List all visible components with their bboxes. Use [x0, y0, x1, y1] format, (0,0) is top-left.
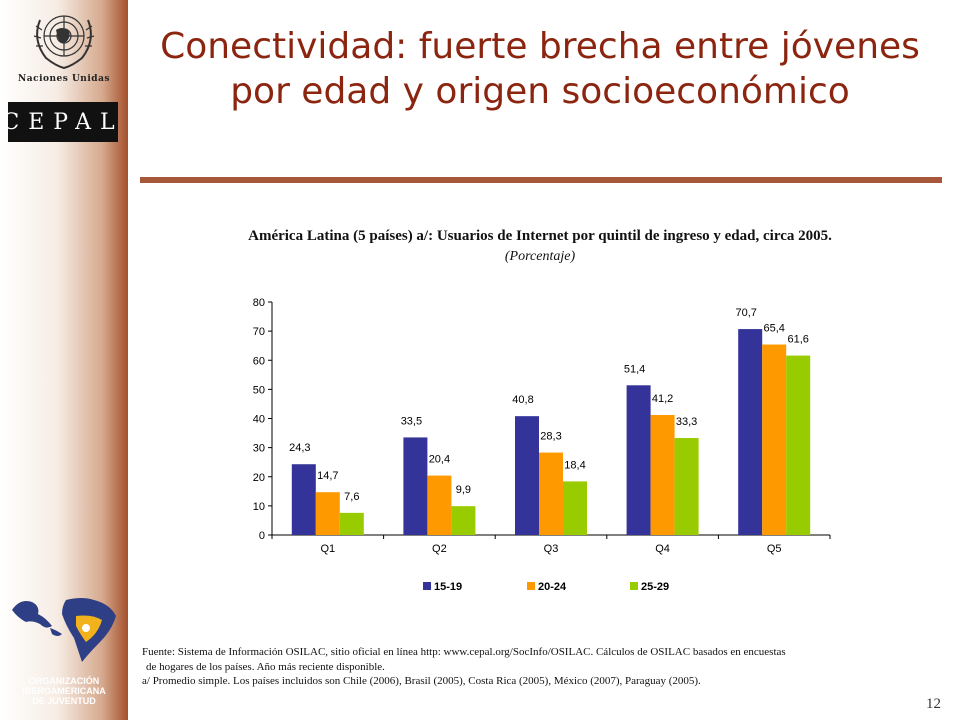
legend-label: 20-24 — [538, 581, 567, 593]
note-a: a/ Promedio simple. Los países incluidos… — [142, 675, 701, 687]
data-label: 20,4 — [429, 454, 450, 466]
bar — [339, 512, 364, 535]
bar — [762, 344, 787, 535]
chart-subtitle: (Porcentaje) — [504, 249, 576, 264]
data-label: 65,4 — [763, 323, 784, 335]
x-tick-label: Q1 — [320, 543, 335, 555]
page-number: 12 — [926, 696, 941, 712]
data-label: 51,4 — [624, 363, 645, 375]
data-label: 7,6 — [344, 491, 359, 503]
bar — [626, 385, 651, 535]
y-tick-label: 0 — [259, 530, 265, 542]
y-tick-label: 60 — [253, 355, 265, 367]
bar — [315, 492, 340, 535]
legend-label: 25-29 — [641, 581, 669, 593]
x-tick-label: Q3 — [544, 543, 559, 555]
legend-swatch — [527, 582, 535, 590]
bar — [451, 506, 476, 535]
data-label: 14,7 — [317, 470, 338, 482]
y-tick-label: 80 — [253, 297, 265, 309]
bar — [539, 452, 563, 535]
data-label: 33,3 — [676, 416, 697, 428]
chart-title: América Latina (5 países) a/: Usuarios d… — [248, 228, 832, 244]
data-label: 61,6 — [787, 334, 808, 346]
bar — [403, 437, 428, 535]
bar — [674, 438, 699, 535]
un-emblem-icon — [33, 15, 95, 70]
oij-line-1: ORGANIZACIÓN — [28, 676, 100, 686]
title-divider — [140, 177, 942, 183]
bar — [291, 464, 316, 535]
oij-line-2: IBEROAMERICANA — [22, 686, 106, 696]
source-line-2: de hogares de los países. Año más recien… — [146, 660, 385, 673]
y-tick-label: 50 — [253, 384, 265, 396]
source-line-1: Fuente: Sistema de Información OSILAC, s… — [142, 646, 786, 658]
data-label: 41,2 — [652, 393, 673, 405]
data-label: 70,7 — [735, 307, 756, 319]
y-tick-label: 70 — [253, 326, 265, 338]
bar — [650, 415, 675, 535]
slide-title: Conectividad: fuerte brecha entre jóvene… — [160, 26, 920, 112]
y-tick-label: 20 — [253, 472, 265, 484]
bar-chart: 0 10 20 30 40 50 60 70 80 Q1 24,3 14,7 7,6 Q2 33,5 20,4… — [253, 297, 831, 593]
sidebar: Naciones Unidas CEPAL ORGANIZACIÓN IBERO… — [0, 0, 128, 720]
bar — [515, 416, 539, 535]
y-tick-label: 30 — [253, 443, 265, 455]
data-label: 18,4 — [564, 459, 585, 471]
y-tick-label: 40 — [253, 414, 265, 426]
oij-name: ORGANIZACIÓN IBEROAMERICANA DE JUVENTUD — [0, 676, 128, 706]
x-tick-label: Q2 — [432, 543, 447, 555]
x-tick-label: Q5 — [767, 543, 782, 555]
bar — [738, 329, 763, 535]
data-label: 9,9 — [456, 484, 471, 496]
data-label: 33,5 — [401, 415, 422, 427]
data-label: 28,3 — [540, 431, 561, 443]
y-tick-label: 10 — [253, 501, 265, 513]
bar — [427, 475, 452, 535]
data-label: 40,8 — [512, 394, 533, 406]
data-label: 24,3 — [289, 442, 310, 454]
legend-swatch — [630, 582, 638, 590]
oij-map-logo-icon — [12, 598, 116, 662]
x-tick-label: Q4 — [655, 543, 670, 555]
bar — [786, 355, 811, 535]
footnotes: Fuente: Sistema de Información OSILAC, s… — [142, 645, 942, 689]
un-org-name: Naciones Unidas — [18, 74, 110, 84]
oij-line-3: DE JUVENTUD — [32, 696, 96, 706]
bar — [563, 481, 587, 535]
cepal-logo: CEPAL — [2, 102, 118, 142]
legend-swatch — [423, 582, 431, 590]
legend-label: 15-19 — [434, 581, 462, 593]
